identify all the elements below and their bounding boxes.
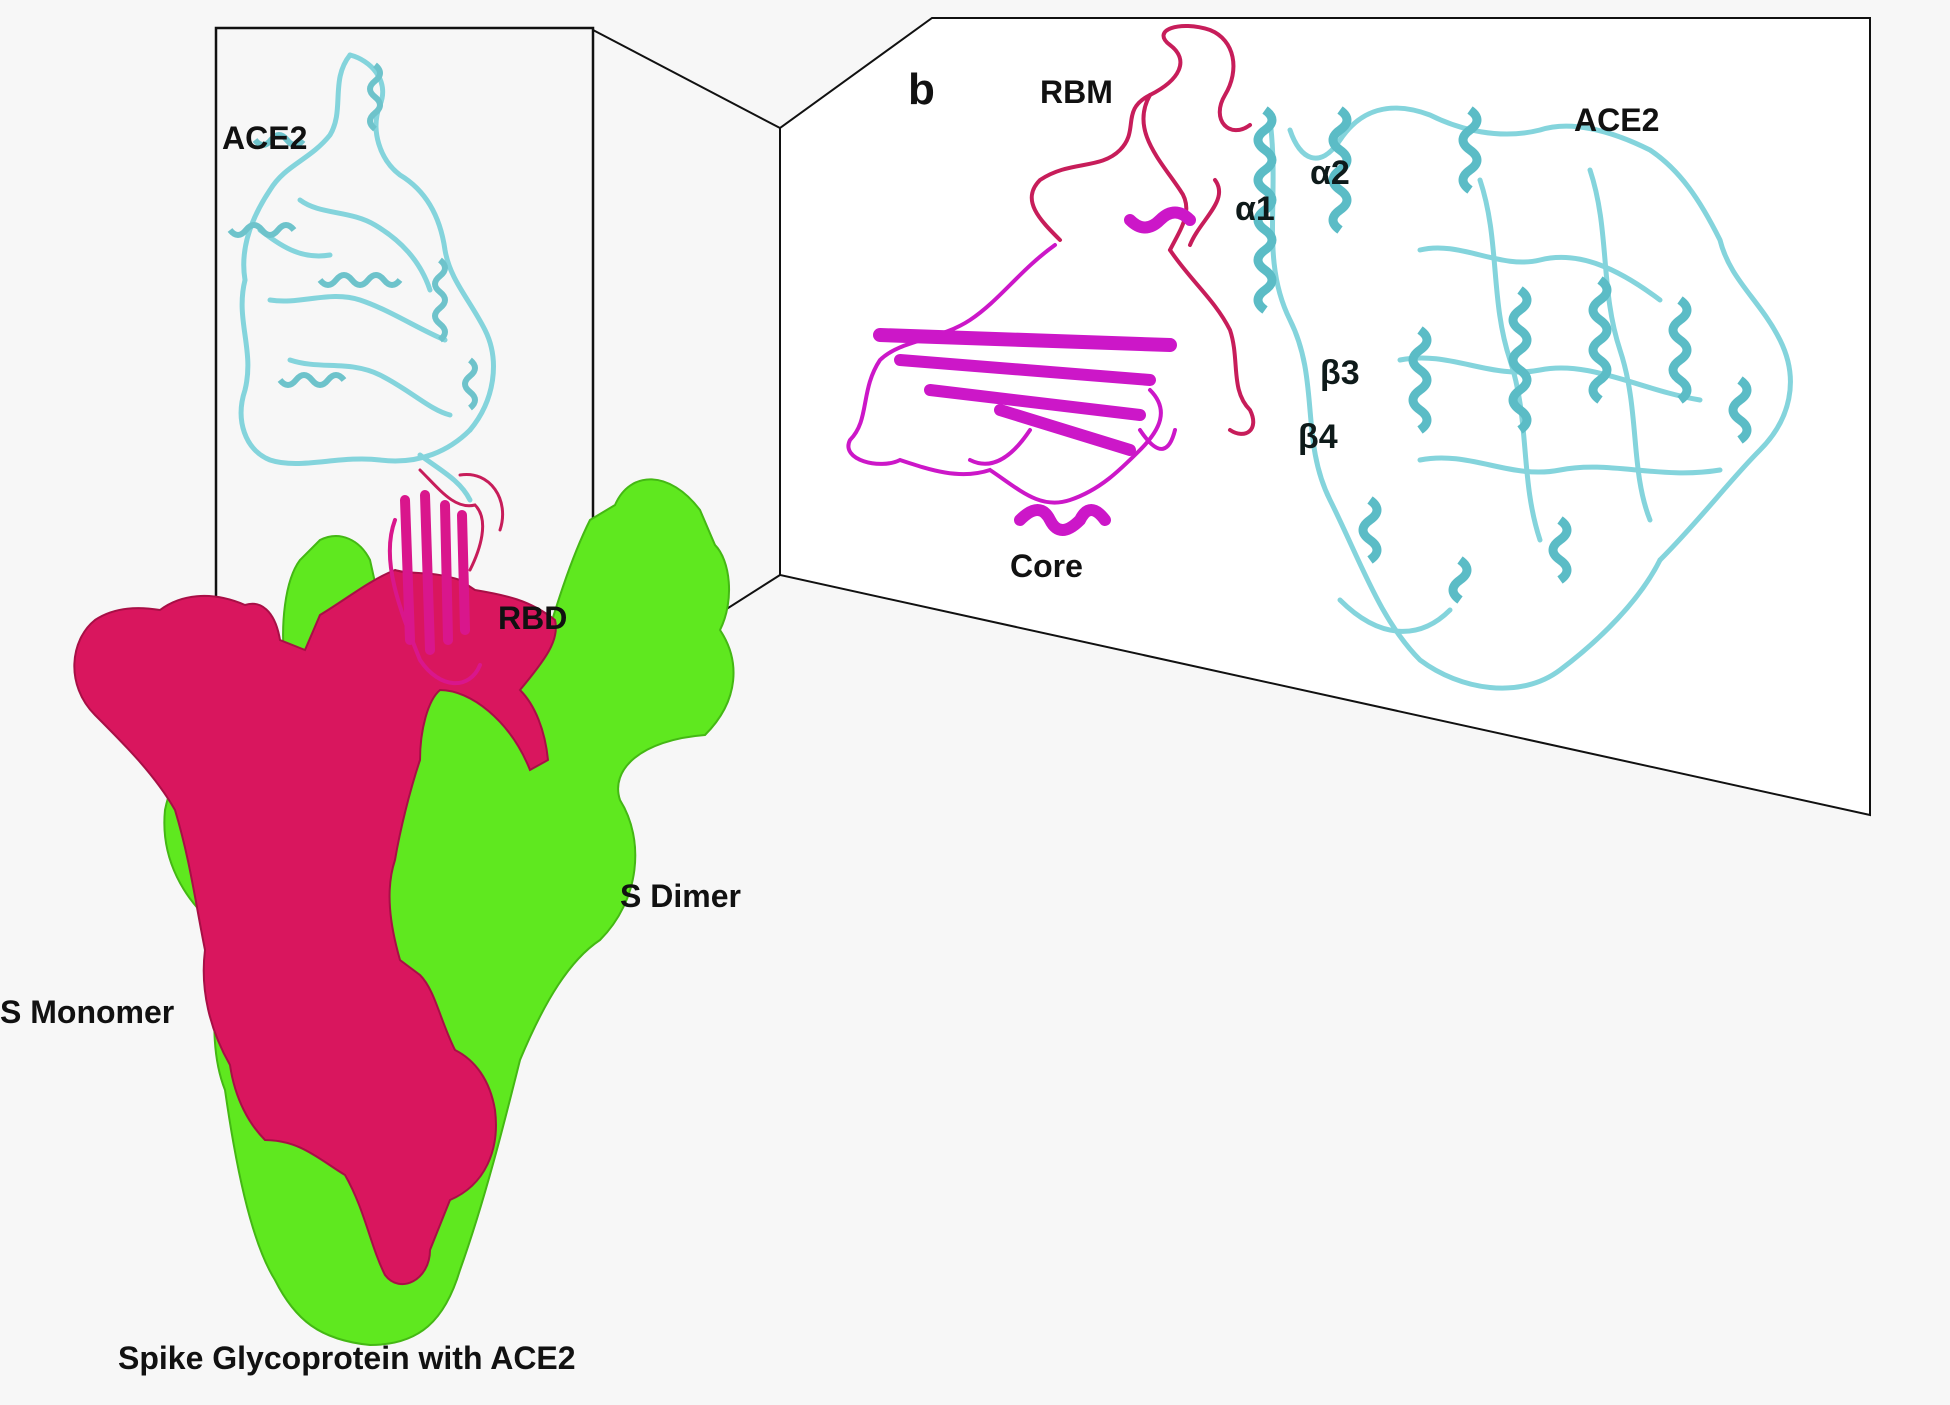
label-ace2-right: ACE2	[1574, 102, 1660, 138]
label-core: Core	[1010, 548, 1083, 584]
ace2-helices-right	[1253, 106, 1752, 604]
figure-caption: Spike Glycoprotein with ACE2	[118, 1340, 576, 1376]
panel-letter-b: b	[908, 65, 935, 114]
label-alpha1: α1	[1235, 190, 1275, 228]
rbm-ribbon	[1029, 23, 1256, 436]
label-alpha2: α2	[1310, 154, 1350, 192]
label-beta4: β4	[1298, 418, 1338, 456]
rbd-ribbon-left	[387, 468, 505, 686]
label-ace2-left: ACE2	[222, 120, 308, 156]
label-rbd: RBD	[498, 600, 568, 636]
label-beta3: β3	[1320, 354, 1360, 392]
zoom-panel-frame	[779, 17, 1871, 817]
core-ribbon	[846, 206, 1196, 536]
label-rbm: RBM	[1040, 74, 1113, 110]
connector-line-top	[592, 29, 781, 129]
ace2-ribbon-right	[1267, 105, 1793, 691]
label-s-dimer: S Dimer	[620, 878, 741, 914]
spike-monomer-surface	[73, 568, 557, 1286]
label-s-monomer: S Monomer	[0, 994, 175, 1030]
ace2-helices-left	[227, 62, 478, 411]
